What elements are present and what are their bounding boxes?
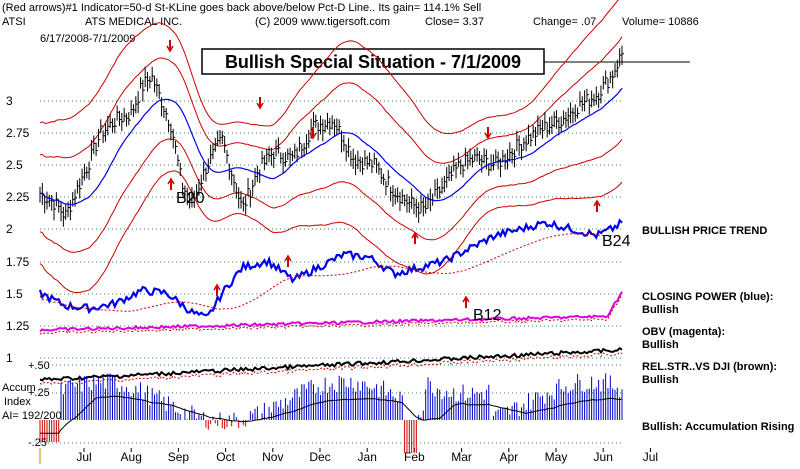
closing-power-ma (39, 233, 623, 312)
buy-arrow-head (167, 177, 175, 185)
grid (40, 100, 622, 444)
x-tick-label: Jul (643, 450, 658, 464)
change-value: Change= .07 (533, 16, 596, 28)
relstr-line (39, 346, 623, 382)
buy-arrow-head (411, 231, 419, 239)
banner-text: Bullish Special Situation - 7/1/2009 (225, 52, 521, 72)
signal-b12: B12 (473, 307, 502, 324)
sell-arrow-head (256, 102, 264, 110)
header-line1: (Red arrows)#1 Indicator=50-d St-KLine g… (2, 2, 481, 14)
index-label: Index (4, 396, 31, 408)
x-tick-label: Jul (76, 450, 91, 464)
y-tick-label: 1.5 (6, 287, 23, 301)
x-tick-label: Jan (358, 450, 377, 464)
label-obv: OBV (magenta): (642, 326, 725, 338)
price-bars (39, 45, 624, 227)
x-tick-label: Aug (121, 450, 142, 464)
volume-value: Volume= 10886 (622, 16, 699, 28)
signal-b24: B24 (602, 233, 631, 250)
x-tick-label: May (545, 450, 568, 464)
sell-arrow-head (309, 132, 317, 140)
label-cp-status: Bullish (642, 304, 679, 316)
band-line (39, 0, 619, 135)
label-relstr-status: Bullish (642, 374, 679, 386)
label-obv-status: Bullish (642, 339, 679, 351)
copyright: (C) 2009 www.tigersoft.com (255, 16, 390, 28)
y-tick-label: 2 (6, 222, 13, 236)
x-tick-label: Sep (168, 450, 190, 464)
x-tick-label: Apr (499, 450, 518, 464)
obv-line (39, 291, 623, 333)
label-price-trend: BULLISH PRICE TREND (642, 225, 767, 237)
buy-arrow-head (462, 295, 470, 303)
bollinger-bands (39, 0, 623, 294)
company-name: ATS MEDICAL INC. (85, 16, 182, 28)
x-tick-label: Dec (309, 450, 330, 464)
y-tick-label: 3 (6, 94, 13, 108)
ticker-label: ATSI (2, 16, 26, 28)
moving-average-line (39, 87, 623, 206)
accum-ma (40, 395, 623, 434)
ai-label: AI= 192/200 (2, 410, 62, 422)
accum-plus-label: +.50 (28, 360, 50, 372)
close-value: Close= 3.37 (425, 16, 484, 28)
buy-arrow-head (593, 199, 601, 207)
band-line (39, 36, 623, 164)
y-tick-label: 2.25 (6, 190, 30, 204)
accum-plus2-label: +.25 (28, 387, 50, 399)
y-tick-label: 2.75 (6, 126, 30, 140)
label-accum-status: Bullish: Accumulation Rising (642, 421, 794, 433)
y-tick-label: 2.5 (6, 158, 23, 172)
x-tick-label: Oct (216, 450, 235, 464)
band-line (39, 170, 623, 294)
sell-arrow-head (166, 45, 174, 53)
x-tick-label: Feb (404, 450, 425, 464)
x-tick-label: Nov (262, 450, 283, 464)
obv-ma (39, 294, 623, 335)
buy-arrow-head (284, 254, 292, 262)
accum-label: Accum (2, 382, 36, 394)
label-closing-power: CLOSING POWER (blue): (642, 291, 773, 303)
y-tick-label: 1.75 (6, 255, 30, 269)
accum-bars (39, 373, 623, 453)
band-line (39, 138, 623, 253)
y-tick-label: 1.25 (6, 319, 30, 333)
y-axis-labels: 3 2.75 2.5 2.25 2 1.75 1.5 1.25 1 (6, 94, 30, 365)
relstr-ma (39, 351, 623, 385)
y-tick-label: 1 (6, 351, 13, 365)
sell-arrow-head (484, 132, 492, 140)
accum-minus-label: -.25 (28, 437, 47, 449)
banner-box (201, 48, 545, 75)
x-tick-label: Jun (594, 450, 613, 464)
date-range: 6/17/2008-7/1/2009 (40, 33, 135, 45)
signal-b20: B20 (176, 190, 205, 207)
x-tick-label: Mar (451, 450, 472, 464)
label-relstr: REL.STR..VS DJI (brown): (642, 361, 777, 373)
buy-arrow-head (213, 283, 221, 291)
closing-power-line (38, 218, 623, 317)
x-axis-labels: Jul Aug Sep Oct Nov Dec Jan Feb Mar Apr May Jun Jul (39, 448, 658, 464)
signal-arrows (166, 40, 601, 308)
